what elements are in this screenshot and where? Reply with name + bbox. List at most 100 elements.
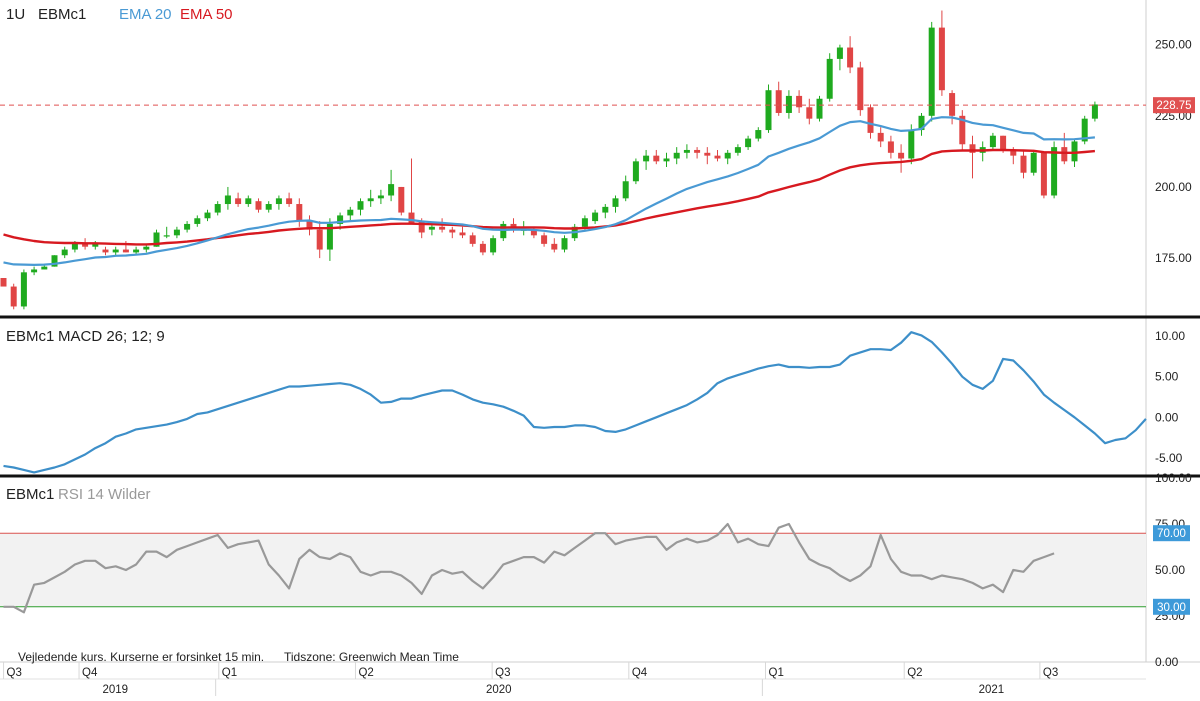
candle-body[interactable] — [347, 209, 354, 216]
candle-body[interactable] — [224, 195, 231, 205]
candle-body[interactable] — [122, 249, 129, 253]
candle-body[interactable] — [704, 152, 711, 156]
candle-body[interactable] — [561, 238, 568, 250]
candle-body[interactable] — [296, 204, 303, 222]
candle-body[interactable] — [581, 218, 588, 227]
candle-body[interactable] — [806, 107, 813, 119]
candle-body[interactable] — [632, 161, 639, 182]
candle-body[interactable] — [398, 186, 405, 213]
candle-body[interactable] — [500, 223, 507, 239]
candle-body[interactable] — [1071, 141, 1078, 162]
macd-indicator-label[interactable]: MACD 26; 12; 9 — [58, 328, 165, 345]
candle-body[interactable] — [469, 235, 476, 244]
candle-body[interactable] — [530, 229, 537, 236]
candle-body[interactable] — [102, 249, 109, 253]
candle-body[interactable] — [857, 67, 864, 111]
candle-body[interactable] — [245, 198, 252, 205]
candle-body[interactable] — [938, 27, 945, 91]
candle-body[interactable] — [408, 212, 415, 224]
candle-body[interactable] — [1051, 147, 1058, 196]
candle-body[interactable] — [908, 130, 915, 159]
candle-body[interactable] — [479, 243, 486, 253]
candle-body[interactable] — [51, 255, 58, 267]
candle-body[interactable] — [367, 198, 374, 202]
candle-body[interactable] — [785, 95, 792, 113]
rsi-line[interactable] — [3, 522, 1055, 614]
candle-body[interactable] — [82, 243, 89, 247]
candle-body[interactable] — [275, 198, 282, 205]
candle-body[interactable] — [133, 249, 140, 253]
candle-body[interactable] — [439, 226, 446, 230]
candle-body[interactable] — [887, 141, 894, 153]
candle-body[interactable] — [428, 226, 435, 230]
candle-body[interactable] — [510, 223, 517, 227]
candle-body[interactable] — [755, 130, 762, 139]
candle-body[interactable] — [10, 286, 17, 307]
candle-body[interactable] — [592, 212, 599, 222]
candle-body[interactable] — [653, 155, 660, 162]
candle-body[interactable] — [286, 198, 293, 205]
candle-body[interactable] — [71, 243, 78, 250]
candle-body[interactable] — [235, 198, 242, 205]
candle-body[interactable] — [163, 235, 170, 237]
candle-body[interactable] — [255, 201, 262, 210]
candle-body[interactable] — [612, 198, 619, 207]
candle-body[interactable] — [724, 152, 731, 159]
candle-body[interactable] — [918, 115, 925, 131]
timeframe-label[interactable]: 1U — [6, 6, 25, 23]
candle-body[interactable] — [184, 223, 191, 230]
candle-body[interactable] — [694, 149, 701, 153]
ema20-legend-label[interactable]: EMA 20 — [119, 6, 172, 23]
candle-body[interactable] — [337, 215, 344, 224]
candle-body[interactable] — [959, 115, 966, 145]
candle-body[interactable] — [765, 90, 772, 131]
candle-body[interactable] — [541, 235, 548, 244]
candle-body[interactable] — [673, 152, 680, 159]
candle-body[interactable] — [1040, 152, 1047, 196]
candle-body[interactable] — [551, 243, 558, 250]
candle-body[interactable] — [194, 218, 201, 224]
candle-body[interactable] — [112, 249, 119, 253]
candle-body[interactable] — [1091, 104, 1098, 119]
candle-body[interactable] — [173, 229, 180, 236]
candle-body[interactable] — [663, 158, 670, 162]
ema50-line[interactable] — [3, 148, 1096, 246]
candle-body[interactable] — [0, 278, 7, 287]
candle-body[interactable] — [683, 149, 690, 153]
macd-line[interactable] — [3, 331, 1147, 474]
candle-body[interactable] — [898, 152, 905, 159]
candle-body[interactable] — [326, 223, 333, 250]
candle-body[interactable] — [796, 95, 803, 108]
rsi-indicator-label[interactable]: RSI 14 Wilder — [58, 486, 151, 503]
candle-body[interactable] — [388, 184, 395, 196]
candle-body[interactable] — [20, 272, 27, 307]
candle-body[interactable] — [41, 266, 48, 270]
candle-body[interactable] — [1081, 118, 1088, 142]
candle-body[interactable] — [734, 147, 741, 153]
candle-body[interactable] — [1061, 147, 1068, 162]
candle-body[interactable] — [490, 238, 497, 253]
candle-body[interactable] — [816, 98, 823, 119]
candle-body[interactable] — [31, 269, 38, 273]
candle-body[interactable] — [969, 144, 976, 153]
candle-body[interactable] — [643, 155, 650, 162]
candle-body[interactable] — [622, 181, 629, 199]
candle-body[interactable] — [775, 90, 782, 113]
candle-body[interactable] — [877, 132, 884, 142]
candle-body[interactable] — [61, 249, 68, 256]
candle-body[interactable] — [836, 47, 843, 59]
candle-body[interactable] — [1000, 135, 1007, 150]
candle-body[interactable] — [377, 195, 384, 199]
candle-body[interactable] — [867, 107, 874, 133]
candle-body[interactable] — [459, 232, 466, 236]
ema20-line[interactable] — [3, 116, 1095, 266]
candle-body[interactable] — [1030, 152, 1037, 173]
candle-body[interactable] — [204, 212, 211, 219]
candle-body[interactable] — [214, 204, 221, 213]
candle-body[interactable] — [745, 138, 752, 148]
candle-body[interactable] — [418, 221, 425, 233]
candle-body[interactable] — [316, 229, 323, 250]
candle-body[interactable] — [1020, 155, 1027, 173]
candle-body[interactable] — [714, 155, 721, 159]
candle-body[interactable] — [1010, 149, 1017, 156]
